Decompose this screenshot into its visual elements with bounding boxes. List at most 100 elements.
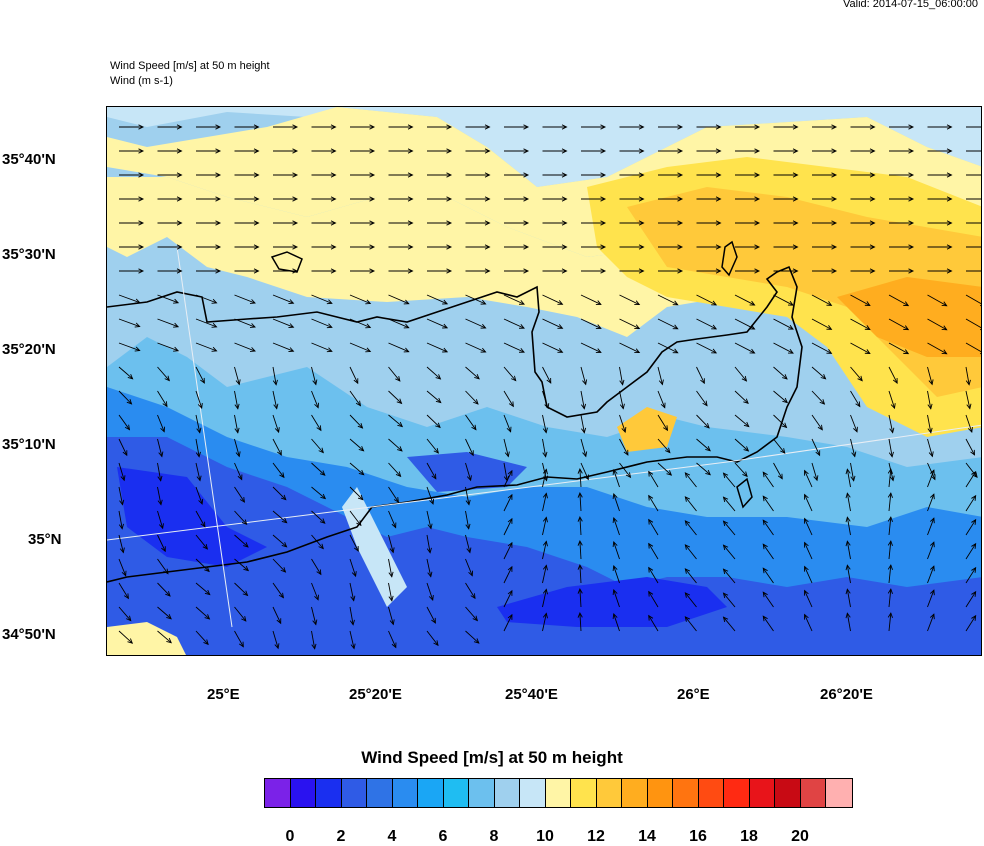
wind-arrow-head bbox=[164, 375, 170, 382]
wind-arrow-head bbox=[887, 612, 893, 618]
wind-arrow bbox=[850, 414, 858, 432]
wind-arrow bbox=[272, 606, 282, 624]
wind-arrow-head bbox=[677, 148, 684, 154]
wind-arrow-head bbox=[507, 589, 513, 596]
wind-arrow bbox=[234, 318, 256, 328]
wind-arrow-head bbox=[908, 148, 915, 154]
wind-arrow bbox=[234, 414, 239, 433]
wind-arrow bbox=[850, 294, 871, 306]
wind-arrow-head bbox=[234, 427, 240, 434]
wind-arrow-head bbox=[890, 403, 896, 410]
wind-arrow bbox=[388, 606, 394, 625]
wind-arrow bbox=[613, 493, 620, 512]
wind-arrow bbox=[234, 438, 240, 457]
wind-arrow-head bbox=[351, 571, 357, 578]
wind-arrow-head bbox=[126, 615, 132, 622]
wind-arrow bbox=[195, 606, 210, 620]
wind-arrow-head bbox=[446, 244, 453, 250]
wind-arrow-head bbox=[215, 196, 222, 202]
wind-arrow-head bbox=[684, 472, 691, 478]
wind-arrow-head bbox=[792, 172, 799, 178]
wind-arrow bbox=[579, 613, 582, 632]
wind-arrow-head bbox=[684, 496, 691, 502]
wind-arrow bbox=[349, 438, 364, 452]
wind-arrow-head bbox=[253, 220, 260, 226]
wind-arrow-head bbox=[853, 426, 858, 433]
wind-arrow bbox=[648, 543, 659, 560]
wind-arrow-head bbox=[426, 547, 432, 554]
wind-arrow-head bbox=[157, 499, 163, 506]
wind-arrow-head bbox=[480, 347, 487, 353]
wind-arrow-head bbox=[929, 469, 935, 476]
wind-arrow bbox=[118, 294, 140, 303]
wind-arrow bbox=[965, 543, 977, 560]
wind-arrow-head bbox=[804, 541, 809, 548]
wind-arrow bbox=[811, 438, 821, 456]
wind-arrow bbox=[542, 469, 547, 488]
wind-arrow-head bbox=[722, 472, 729, 479]
wind-arrow bbox=[542, 613, 547, 632]
wind-arrow-head bbox=[600, 196, 607, 202]
wind-arrow-head bbox=[442, 299, 449, 305]
wind-arrow-head bbox=[389, 619, 395, 626]
wind-arrow bbox=[311, 366, 317, 385]
wind-arrow-head bbox=[754, 196, 761, 202]
wind-arrow-head bbox=[715, 244, 722, 250]
colorbar-swatch bbox=[418, 779, 444, 807]
wind-arrow-head bbox=[427, 523, 433, 530]
wind-arrow-head bbox=[722, 592, 729, 599]
wind-arrow-head bbox=[274, 643, 280, 650]
wind-arrow bbox=[811, 318, 832, 330]
wind-arrow-head bbox=[396, 398, 403, 405]
wind-arrow-head bbox=[480, 323, 487, 329]
wind-arrow-head bbox=[161, 546, 166, 553]
wind-arrow-head bbox=[762, 567, 768, 574]
wind-arrow-head bbox=[277, 449, 282, 456]
wind-arrow-head bbox=[507, 469, 513, 476]
colorbar-swatch bbox=[316, 779, 342, 807]
wind-arrow-head bbox=[253, 268, 260, 274]
wind-arrow bbox=[580, 318, 602, 329]
wind-arrow bbox=[157, 414, 165, 432]
wind-arrow bbox=[965, 471, 977, 488]
wind-arrow bbox=[619, 390, 624, 409]
wind-arrow bbox=[503, 590, 513, 608]
colorbar-swatch bbox=[749, 779, 775, 807]
wind-arrow-head bbox=[621, 427, 627, 434]
colorbar-swatch bbox=[698, 779, 724, 807]
wind-arrow bbox=[234, 630, 244, 647]
wind-arrow-head bbox=[831, 124, 838, 130]
wind-arrow bbox=[118, 558, 127, 576]
wind-arrow-head bbox=[595, 300, 602, 305]
wind-arrow bbox=[234, 606, 247, 622]
wind-arrow-head bbox=[787, 300, 794, 306]
colorbar-label: 8 bbox=[489, 828, 499, 845]
wind-arrow bbox=[195, 342, 217, 352]
colorbar-label: 2 bbox=[336, 828, 346, 845]
wind-arrow bbox=[965, 591, 977, 608]
wind-arrow-head bbox=[638, 124, 645, 130]
wind-arrow-head bbox=[722, 520, 729, 527]
wind-arrow bbox=[619, 438, 629, 456]
wind-arrow bbox=[503, 294, 525, 305]
wind-arrow bbox=[426, 486, 434, 505]
wind-arrow-head bbox=[510, 375, 517, 382]
wind-arrow-head bbox=[119, 547, 125, 554]
wind-arrow-head bbox=[138, 244, 145, 250]
wind-arrow-head bbox=[887, 540, 893, 546]
wind-arrow-head bbox=[403, 299, 410, 305]
wind-arrow-head bbox=[577, 540, 583, 546]
wind-arrow-head bbox=[749, 300, 756, 306]
wind-arrow-head bbox=[126, 399, 133, 405]
wind-arrow bbox=[579, 565, 582, 584]
wind-arrow-head bbox=[312, 619, 318, 626]
wind-arrow-head bbox=[211, 346, 218, 352]
wind-arrow-head bbox=[239, 496, 246, 503]
wind-arrow-head bbox=[544, 403, 550, 410]
wind-arrow bbox=[696, 366, 705, 384]
wind-arrow bbox=[465, 342, 486, 353]
wind-arrow-head bbox=[442, 323, 449, 329]
wind-arrow bbox=[272, 510, 288, 524]
wind-arrow bbox=[465, 510, 470, 529]
wind-arrow-head bbox=[278, 592, 284, 599]
